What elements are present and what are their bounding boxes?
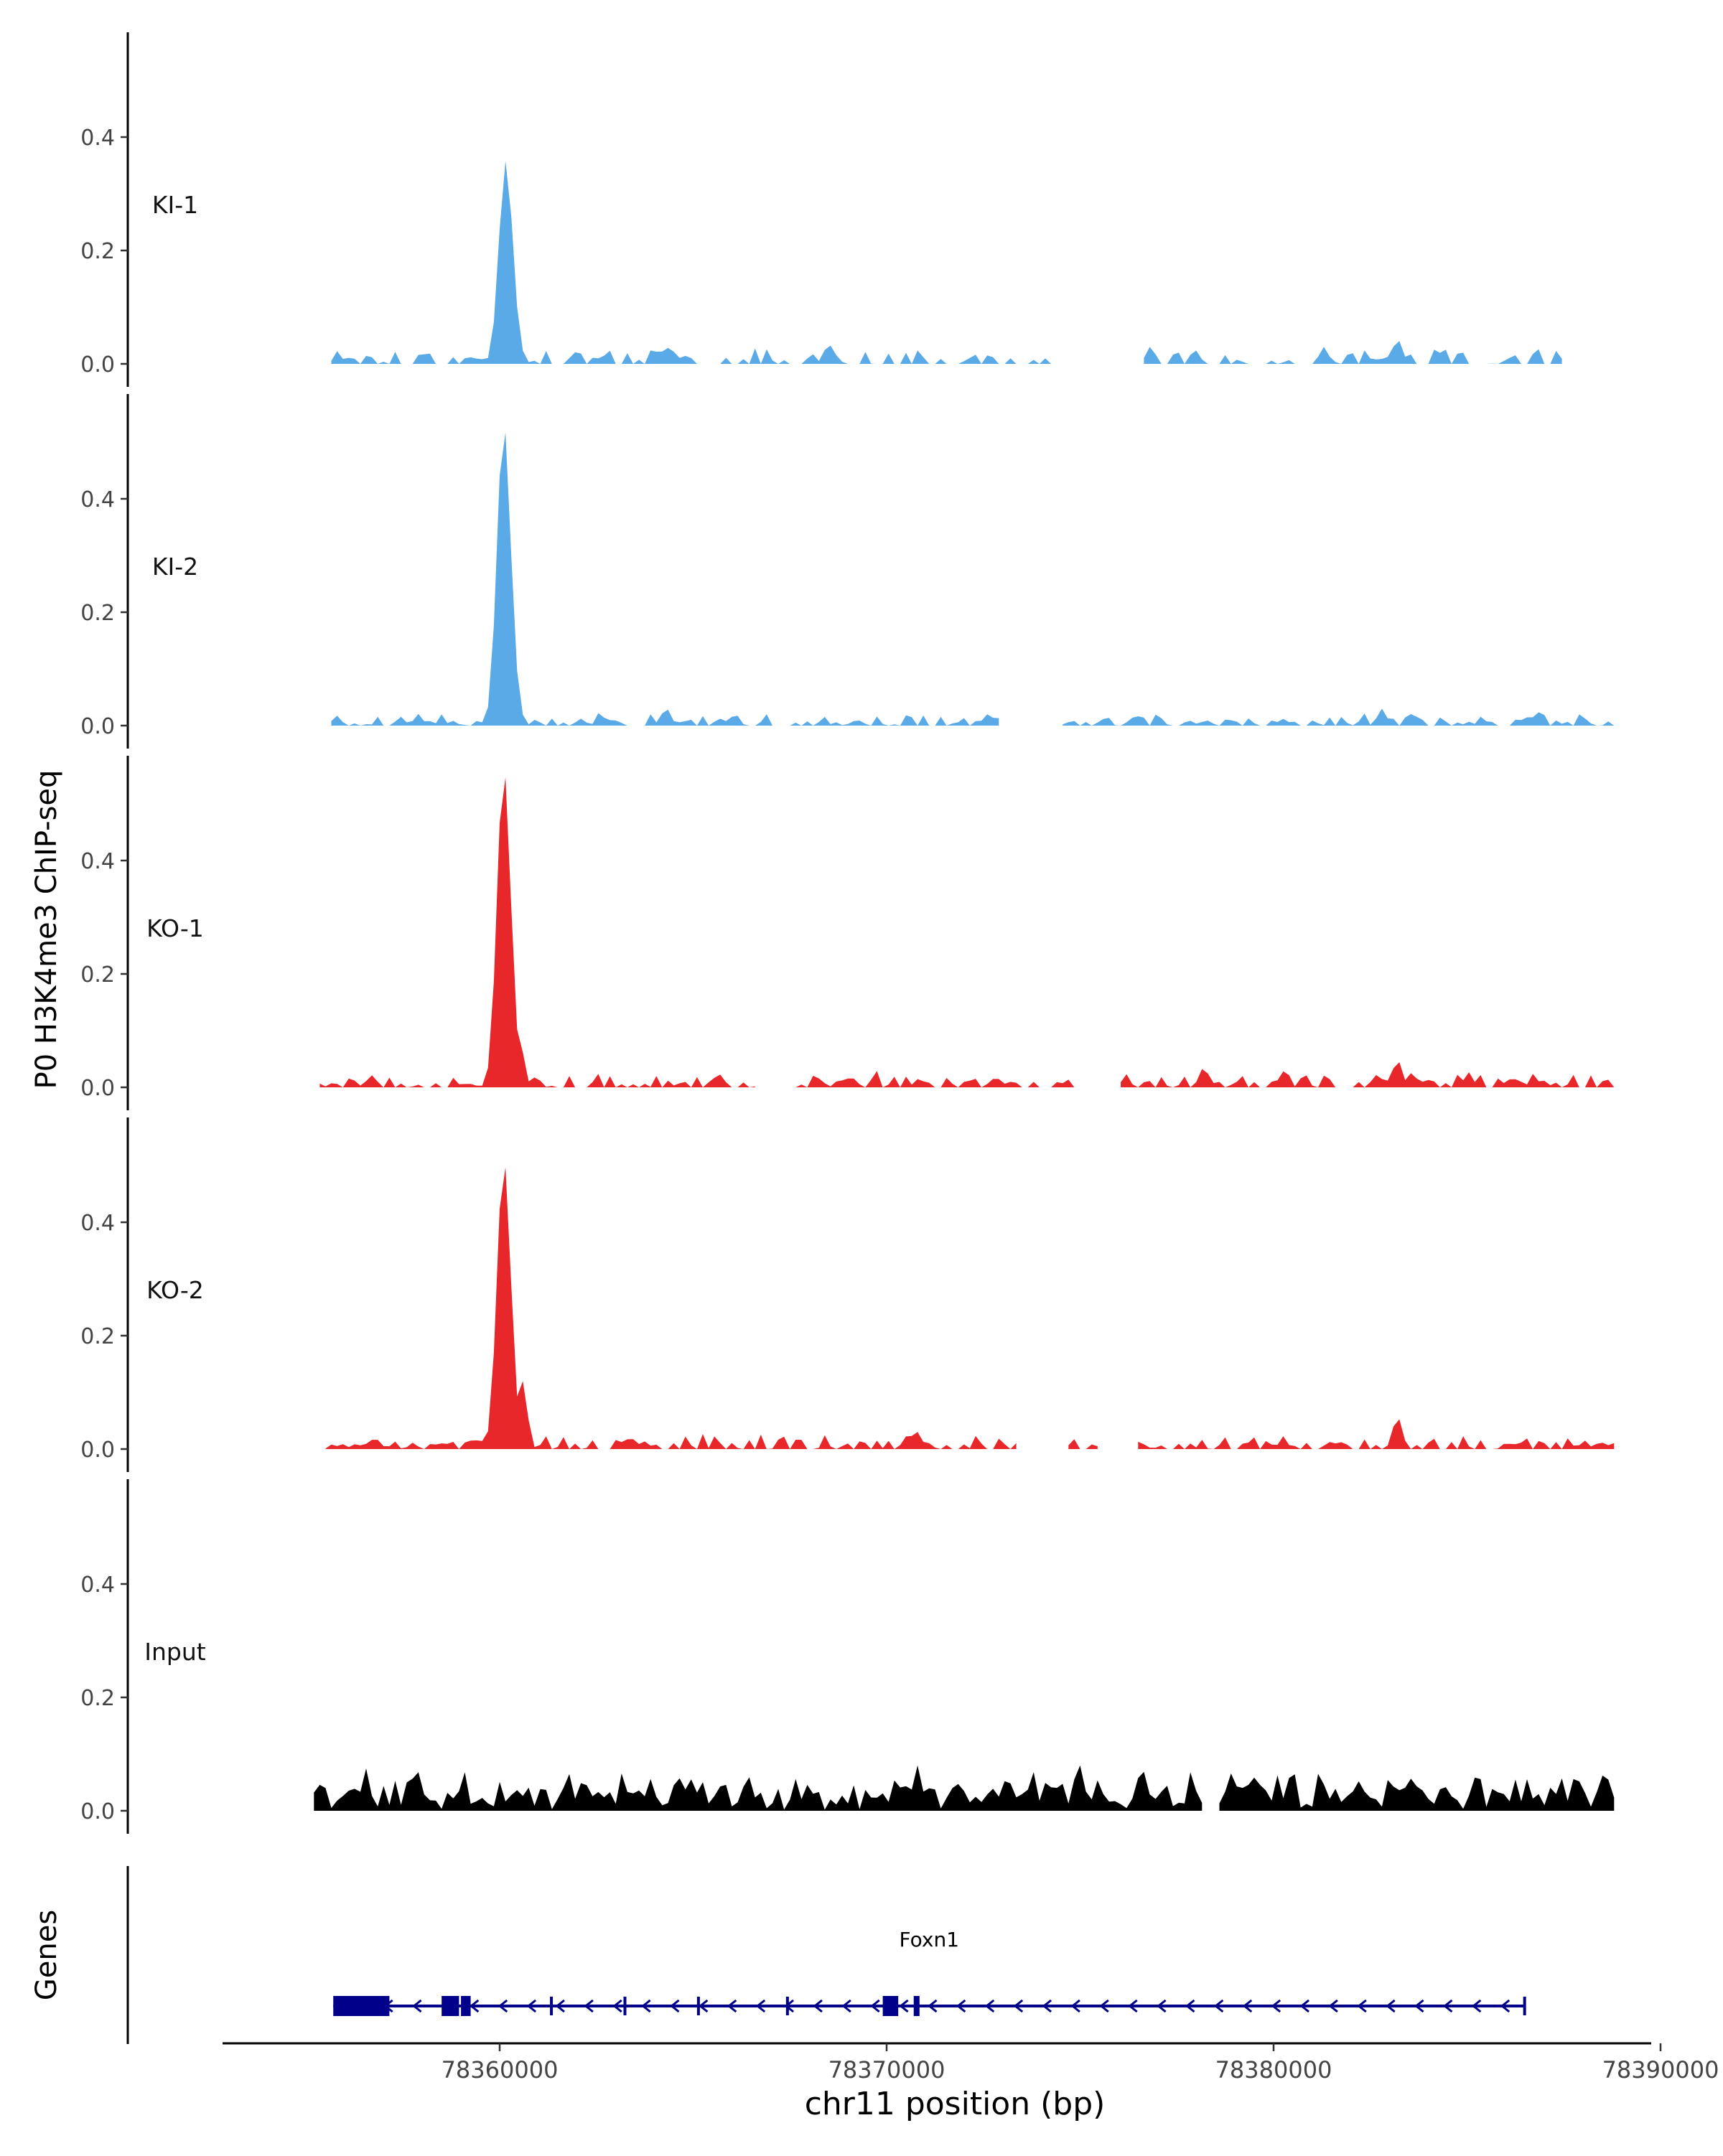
- y-tick-label: 0.2: [80, 239, 115, 264]
- signal-area: [331, 161, 1052, 364]
- signal-area: [319, 777, 755, 1087]
- gene-name-label: Foxn1: [900, 1928, 960, 1951]
- y-tick-label: 0.2: [80, 962, 115, 988]
- x-axis-title: chr11 position (bp): [805, 2086, 1106, 2122]
- signal-area: [325, 1167, 1017, 1449]
- x-axis: 78360000 78370000 78380000 78390000: [223, 2042, 1719, 2084]
- signal-area: [795, 1071, 1075, 1087]
- strand-arrow: [584, 1999, 594, 2013]
- strand-arrow: [1013, 1999, 1024, 2013]
- signal-area: [1068, 1439, 1098, 1449]
- track-label: KI-2: [152, 553, 198, 581]
- strand-arrow: [526, 1999, 537, 2013]
- x-tick-label: 78390000: [1602, 2056, 1719, 2084]
- strand-arrow: [1386, 1999, 1396, 2013]
- strand-arrow: [670, 1999, 680, 2013]
- strand-arrow: [1414, 1999, 1424, 2013]
- y-tick-label: 0.0: [80, 714, 115, 739]
- signal-area: [314, 1765, 1203, 1811]
- strand-arrow: [1185, 1999, 1195, 2013]
- strand-arrow: [1070, 1999, 1080, 2013]
- strand-arrow: [870, 1999, 880, 2013]
- y-tick-label: 0.2: [80, 1686, 115, 1711]
- strand-arrow: [1099, 1999, 1109, 2013]
- strand-arrow: [841, 1999, 851, 2013]
- track-input: 0.0 0.2 0.4 Input: [80, 1479, 1615, 1834]
- strand-arrow: [755, 1999, 766, 2013]
- gene-exon: [882, 1996, 899, 2016]
- strand-arrow: [1042, 1999, 1052, 2013]
- y-tick-label: 0.2: [80, 1324, 115, 1349]
- gene-exon: [442, 1996, 459, 2016]
- x-tick-label: 78370000: [828, 2056, 945, 2084]
- y-tick-label: 0.0: [80, 352, 115, 378]
- genes-track-title: Genes: [30, 1910, 63, 2000]
- strand-arrow: [727, 1999, 737, 2013]
- signal-area: [1219, 1773, 1615, 1811]
- strand-arrow: [612, 1999, 622, 2013]
- strand-arrow: [1213, 1999, 1224, 2013]
- track-ko-1: 0.0 0.2 0.4 KO-1: [80, 756, 1615, 1110]
- strand-arrow: [1328, 1999, 1338, 2013]
- genes-layer: Foxn1: [126, 1866, 1526, 2044]
- y-tick-label: 0.0: [80, 1438, 115, 1463]
- y-tick-label: 0.0: [80, 1799, 115, 1824]
- gene-exon: [913, 1996, 920, 2016]
- y-tick-label: 0.4: [80, 1573, 115, 1598]
- signal-area: [1144, 341, 1562, 364]
- strand-arrow: [984, 1999, 995, 2013]
- strand-arrow: [1500, 1999, 1510, 2013]
- strand-arrow: [469, 1999, 480, 2013]
- signal-area: [1138, 1419, 1615, 1449]
- strand-arrow: [641, 1999, 651, 2013]
- gene-exon: [785, 1997, 789, 2015]
- strand-arrow: [956, 1999, 966, 2013]
- signal-area: [1063, 708, 1615, 726]
- y-axis-title: P0 H3K4me3 ChIP-seq: [30, 770, 63, 1089]
- signal-area: [331, 432, 999, 726]
- strand-arrow: [1443, 1999, 1453, 2013]
- tracks-layer: 0.00.20.4KI-10.00.20.4KI-20.00.20.4KO-10…: [80, 32, 1615, 1834]
- track-label: KO-2: [146, 1276, 204, 1304]
- track-label: KI-1: [152, 191, 198, 219]
- gene-exon: [461, 1996, 471, 2016]
- signal-area: [1121, 1061, 1615, 1087]
- gene-exon: [333, 1996, 390, 2016]
- strand-arrow: [1157, 1999, 1167, 2013]
- x-tick-label: 78360000: [442, 2056, 559, 2084]
- track-ki-1: 0.0 0.2 0.4 KI-1: [80, 32, 1562, 387]
- y-tick-label: 0.2: [80, 601, 115, 626]
- gene-exon: [696, 1997, 700, 2015]
- strand-arrow: [412, 1999, 422, 2013]
- y-tick-label: 0.4: [80, 1211, 115, 1236]
- gene-exon: [1523, 1997, 1526, 2015]
- y-tick-label: 0.0: [80, 1076, 115, 1101]
- track-label: KO-1: [146, 914, 204, 942]
- strand-arrow: [498, 1999, 508, 2013]
- strand-arrow: [1299, 1999, 1309, 2013]
- strand-arrow: [699, 1999, 709, 2013]
- strand-arrow: [928, 1999, 938, 2013]
- strand-arrow: [1271, 1999, 1281, 2013]
- y-tick-label: 0.4: [80, 487, 115, 512]
- y-tick-label: 0.4: [80, 126, 115, 151]
- track-ko-2: 0.0 0.2 0.4 KO-2: [80, 1117, 1615, 1472]
- strand-arrow: [555, 1999, 565, 2013]
- strand-arrow: [1471, 1999, 1482, 2013]
- strand-arrow: [813, 1999, 823, 2013]
- strand-arrow: [1357, 1999, 1367, 2013]
- strand-arrow: [899, 1999, 909, 2013]
- y-tick-label: 0.4: [80, 849, 115, 874]
- x-tick-label: 78380000: [1215, 2056, 1332, 2084]
- track-ki-2: 0.0 0.2 0.4 KI-2: [80, 394, 1615, 749]
- gene-exon: [550, 1997, 554, 2015]
- track-label: Input: [144, 1638, 206, 1666]
- strand-arrow: [1128, 1999, 1138, 2013]
- strand-arrow: [1242, 1999, 1253, 2013]
- gene-exon: [623, 1997, 627, 2015]
